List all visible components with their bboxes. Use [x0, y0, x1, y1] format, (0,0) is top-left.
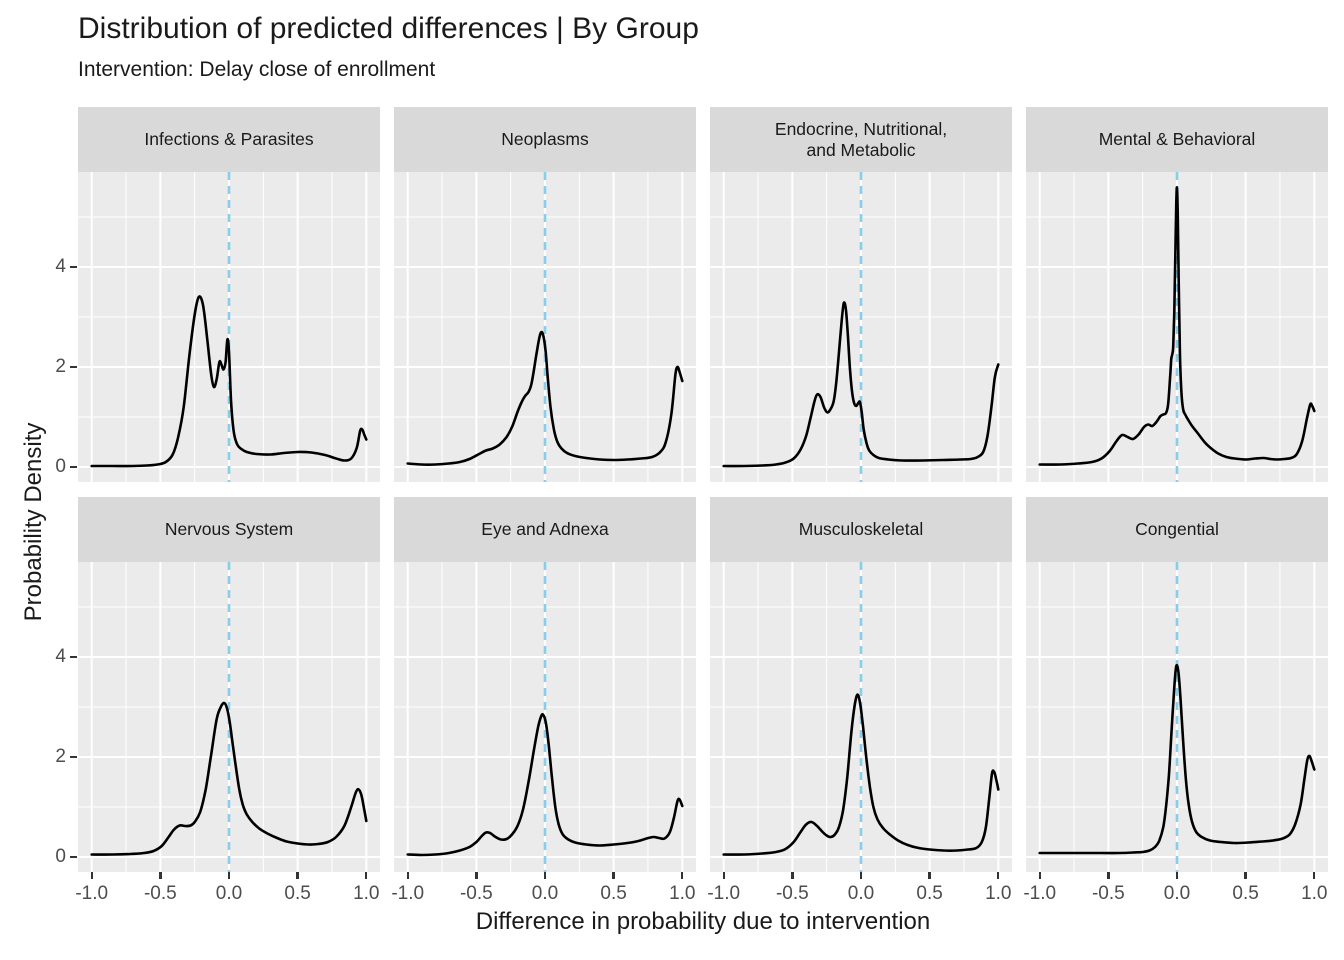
- density-curve-musculoskeletal: [722, 693, 1000, 856]
- x-tick-label: 0.5: [916, 883, 943, 904]
- x-tick-mark: [406, 872, 409, 879]
- x-tick-mark: [791, 872, 794, 879]
- x-tick-label: -0.5: [459, 883, 493, 904]
- facet-plot-musculoskeletal: [710, 562, 1012, 872]
- x-tick-mark: [543, 872, 547, 879]
- x-tick-label: 1.0: [353, 883, 380, 904]
- x-tick-label: 0.0: [531, 883, 559, 904]
- facet-panel-neoplasms: [394, 172, 696, 482]
- x-tick-label: -0.5: [1091, 883, 1125, 904]
- facet-plot-mental-behavioral: [1026, 172, 1328, 482]
- facet-plot-infections-parasites: [78, 172, 380, 482]
- facet-label-mental-behavioral: Mental & Behavioral: [1098, 129, 1256, 150]
- y-tick-mark: [70, 856, 77, 859]
- y-tick-label: 4: [55, 646, 66, 667]
- facet-strip-mental-behavioral: Mental & Behavioral: [1026, 107, 1328, 172]
- facet-plot-congential: [1026, 562, 1328, 872]
- density-curve-nervous-system: [90, 701, 368, 856]
- x-tick-label: 0.5: [284, 883, 311, 904]
- facet-panel-infections-parasites: [78, 172, 380, 482]
- x-tick-mark: [1107, 872, 1110, 879]
- x-tick-label: 0.0: [215, 883, 243, 904]
- density-curve-congential: [1038, 663, 1316, 855]
- facet-plot-nervous-system: [78, 562, 380, 872]
- y-tick-mark: [70, 656, 77, 659]
- facet-label-neoplasms: Neoplasms: [501, 129, 589, 150]
- x-tick-label: 0.0: [1163, 883, 1191, 904]
- density-curve-infections-parasites: [90, 295, 368, 468]
- x-tick-mark: [227, 872, 231, 879]
- facet-strip-infections-parasites: Infections & Parasites: [78, 107, 380, 172]
- x-tick-mark: [1244, 872, 1247, 879]
- density-curve-neoplasms: [406, 330, 684, 466]
- facet-panel-endocrine-nutritional: [710, 172, 1012, 482]
- facet-label-congential: Congential: [1135, 519, 1219, 540]
- density-curve-eye-and-adnexa: [406, 712, 684, 857]
- y-tick-label: 2: [55, 746, 66, 767]
- chart-title: Distribution of predicted differences | …: [78, 12, 699, 45]
- x-tick-mark: [475, 872, 478, 879]
- facet-label-infections-parasites: Infections & Parasites: [144, 129, 314, 150]
- y-tick-label: 4: [55, 256, 66, 277]
- x-tick-label: -1.0: [707, 883, 741, 904]
- facet-label-nervous-system: Nervous System: [164, 519, 294, 540]
- facet-panel-musculoskeletal: [710, 562, 1012, 872]
- facet-plot-neoplasms: [394, 172, 696, 482]
- x-tick-label: 0.5: [600, 883, 627, 904]
- y-tick-label: 0: [55, 456, 66, 477]
- facet-panel-mental-behavioral: [1026, 172, 1328, 482]
- x-tick-mark: [681, 872, 684, 879]
- x-tick-label: 1.0: [1301, 883, 1328, 904]
- x-tick-label: -0.5: [775, 883, 809, 904]
- x-tick-mark: [1313, 872, 1316, 879]
- facet-label-endocrine-nutritional: Endocrine, Nutritional, and Metabolic: [774, 119, 948, 160]
- facet-strip-musculoskeletal: Musculoskeletal: [710, 497, 1012, 562]
- facet-strip-endocrine-nutritional: Endocrine, Nutritional, and Metabolic: [710, 107, 1012, 172]
- x-tick-mark: [722, 872, 725, 879]
- x-tick-mark: [859, 872, 863, 879]
- x-tick-mark: [90, 872, 93, 879]
- y-tick-mark: [70, 366, 77, 369]
- y-tick-mark: [70, 756, 77, 759]
- x-axis-title: Difference in probability due to interve…: [475, 908, 931, 935]
- chart-subtitle: Intervention: Delay close of enrollment: [78, 58, 436, 81]
- facet-panel-eye-and-adnexa: [394, 562, 696, 872]
- y-tick-label: 0: [55, 846, 66, 867]
- x-tick-label: -0.5: [143, 883, 177, 904]
- x-tick-label: 1.0: [669, 883, 696, 904]
- x-tick-label: 1.0: [985, 883, 1012, 904]
- x-tick-mark: [997, 872, 1000, 879]
- facet-panel-congential: [1026, 562, 1328, 872]
- facet-strip-congential: Congential: [1026, 497, 1328, 562]
- x-tick-mark: [1175, 872, 1179, 879]
- x-tick-label: 0.0: [847, 883, 875, 904]
- y-tick-mark: [70, 466, 77, 469]
- x-tick-mark: [365, 872, 368, 879]
- facet-plot-endocrine-nutritional: [710, 172, 1012, 482]
- facet-strip-nervous-system: Nervous System: [78, 497, 380, 562]
- x-tick-mark: [928, 872, 931, 879]
- y-axis-title: Probability Density: [20, 422, 47, 622]
- density-curve-endocrine-nutritional: [722, 301, 1000, 468]
- density-curve-mental-behavioral: [1038, 186, 1316, 466]
- x-tick-label: -1.0: [75, 883, 109, 904]
- x-tick-mark: [159, 872, 162, 879]
- y-tick-label: 2: [55, 356, 66, 377]
- x-tick-mark: [296, 872, 299, 879]
- facet-strip-neoplasms: Neoplasms: [394, 107, 696, 172]
- facet-plot-eye-and-adnexa: [394, 562, 696, 872]
- x-tick-mark: [612, 872, 615, 879]
- facet-strip-eye-and-adnexa: Eye and Adnexa: [394, 497, 696, 562]
- x-tick-mark: [1038, 872, 1041, 879]
- facet-label-eye-and-adnexa: Eye and Adnexa: [481, 519, 609, 540]
- x-tick-label: -1.0: [391, 883, 425, 904]
- facet-label-musculoskeletal: Musculoskeletal: [798, 519, 924, 540]
- facet-panel-nervous-system: [78, 562, 380, 872]
- x-tick-label: 0.5: [1232, 883, 1259, 904]
- y-tick-mark: [70, 266, 77, 269]
- x-tick-label: -1.0: [1023, 883, 1057, 904]
